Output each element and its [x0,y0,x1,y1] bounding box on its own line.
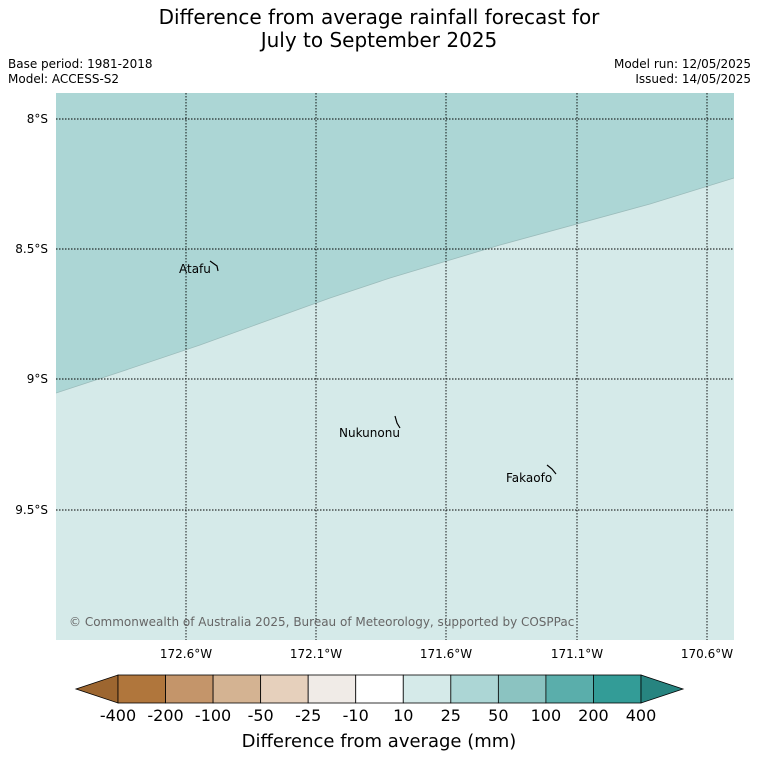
colorbar-segment [545,674,594,704]
colorbar-segment [402,674,452,704]
rainfall-region-upper [56,93,734,393]
atoll-nukunonu-outline [394,415,401,429]
place-label-fakaofo: Fakaofo [506,471,552,485]
issued-date: Issued: 14/05/2025 [635,72,751,86]
colorbar-tick-labels: -400 -200 -100 -50 -25 -10 10 25 50 100 200 400 [100,706,656,725]
colorbar [74,674,685,704]
map-area: Atafu Nukunonu Fakaofo © Commonwealth of… [56,93,734,640]
lat-label-9-5s: 9.5°S [15,503,48,517]
title-line-1: Difference from average rainfall forecas… [158,5,600,29]
colorbar-tick-label: 10 [393,706,413,725]
colorbar-tick-label: 400 [626,706,657,725]
colorbar-segment [450,674,499,704]
colorbar-tick-label: 25 [441,706,461,725]
colorbar-tick-label: -400 [100,706,136,725]
lat-label-9s: 9°S [27,372,48,386]
lon-label-170-6w: 170.6°W [681,647,733,661]
latitude-labels: 8°S 8.5°S 9°S 9.5°S [15,112,48,517]
colorbar-segment [212,674,262,704]
lon-label-171-6w: 171.6°W [420,647,472,661]
meta-right: Model run: 12/05/2025 Issued: 14/05/2025 [614,57,751,87]
place-label-atafu: Atafu [179,262,211,276]
colorbar-segment [593,674,642,704]
title-line-2: July to September 2025 [260,28,498,52]
colorbar-tick-label: -25 [295,706,321,725]
lon-label-171-1w: 171.1°W [551,647,603,661]
colorbar-segment [307,674,357,704]
colorbar-segment [497,674,547,704]
copyright-notice: © Commonwealth of Australia 2025, Bureau… [69,615,574,629]
colorbar-tick-label: -10 [343,706,369,725]
colorbar-tick-label: 100 [531,706,562,725]
colorbar-tick-label: -50 [248,706,274,725]
colorbar-segment [165,674,214,704]
model-run: Model run: 12/05/2025 [613,57,751,71]
colorbar-tick-label: -200 [147,706,183,725]
lat-label-8-5s: 8.5°S [15,242,48,256]
atoll-atafu-outline [209,260,219,272]
longitude-labels: 172.6°W 172.1°W 171.6°W 171.1°W 170.6°W [160,647,733,661]
base-period: Base period: 1981-2018 [8,57,153,71]
colorbar-segment [355,674,404,704]
colorbar-extend-low [74,674,119,704]
colorbar-segment [117,674,166,704]
meta-left: Base period: 1981-2018 Model: ACCESS-S2 [8,57,153,87]
colorbar-extend-high [640,674,685,704]
atolls [209,260,557,475]
colorbar-tick-label: -100 [195,706,231,725]
map-title: Difference from average rainfall forecas… [0,6,758,52]
colorbar-tick-label: 50 [488,706,508,725]
lon-label-172-1w: 172.1°W [290,647,342,661]
graticule [56,93,734,640]
colorbar-tick-label: 200 [578,706,609,725]
lon-label-172-6w: 172.6°W [160,647,212,661]
model-name: Model: ACCESS-S2 [8,72,120,86]
region-boundary [56,177,734,394]
lat-label-8s: 8°S [27,112,48,126]
colorbar-segment [260,674,309,704]
colorbar-title: Difference from average (mm) [242,731,517,752]
place-label-nukunonu: Nukunonu [339,426,400,440]
atoll-fakaofo-outline [546,464,557,475]
